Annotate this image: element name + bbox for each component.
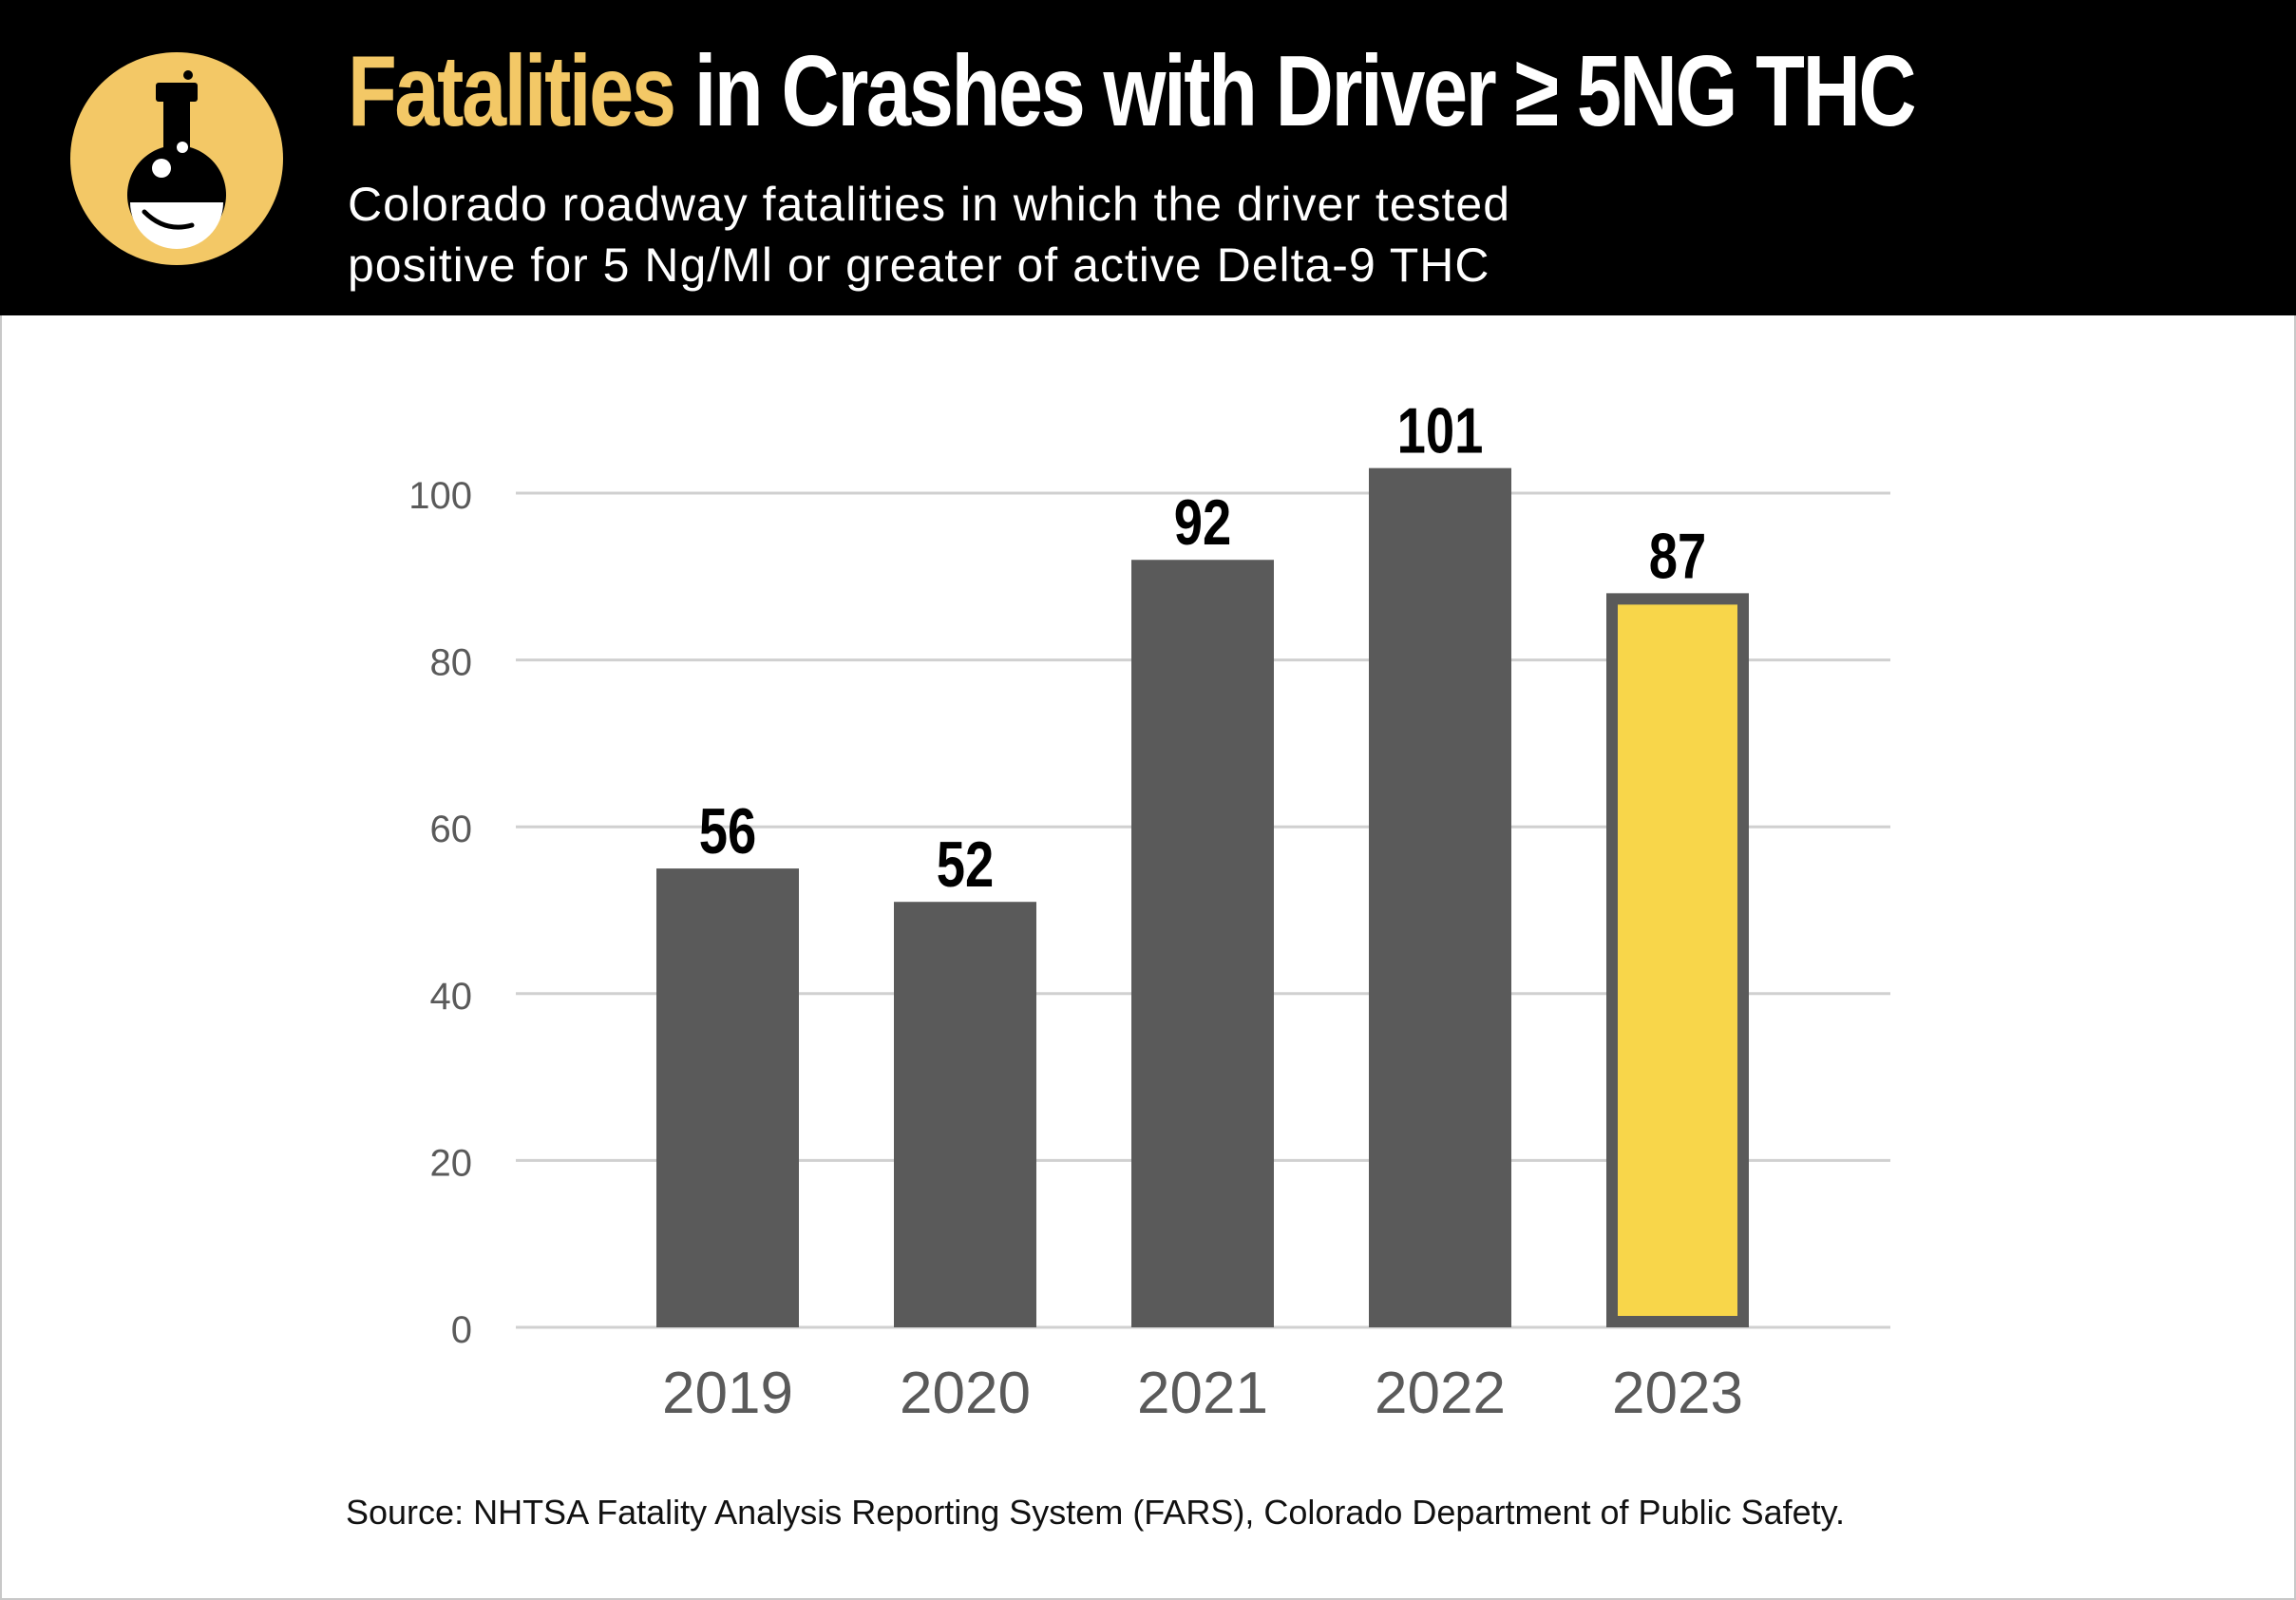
bar-2023	[1606, 593, 1749, 1327]
y-tick-label-100: 100	[408, 475, 472, 517]
y-tick-label-60: 60	[430, 809, 473, 850]
bar-2020	[894, 902, 1036, 1327]
bar-2021	[1131, 560, 1274, 1327]
chart-title: Fatalities in Crashes with Driver ≥ 5NG …	[348, 34, 1917, 148]
bar-2022	[1369, 467, 1511, 1327]
flask-icon	[70, 52, 283, 265]
y-tick-label-0: 0	[451, 1309, 472, 1351]
title-highlight: Fatalities	[348, 35, 676, 147]
y-tick-label-80: 80	[430, 642, 473, 684]
y-tick-label-40: 40	[430, 976, 473, 1018]
data-label-2022: 101	[1397, 395, 1484, 467]
x-tick-label-2019: 2019	[662, 1361, 793, 1426]
chart-subtitle: Colorado roadway fatalities in which the…	[348, 174, 2153, 295]
y-tick-label-20: 20	[430, 1142, 473, 1184]
source-note: Source: NHTSA Fatality Analysis Reportin…	[346, 1493, 1845, 1532]
x-tick-label-2020: 2020	[900, 1361, 1031, 1426]
data-label-2023: 87	[1649, 521, 1707, 593]
data-label-2019: 56	[699, 795, 757, 867]
data-label-2021: 92	[1174, 487, 1232, 560]
title-rest: in Crashes with Driver ≥ 5NG THC	[674, 35, 1917, 147]
x-tick-label-2021: 2021	[1137, 1361, 1268, 1426]
data-label-2020: 52	[937, 829, 995, 901]
header-banner: Fatalities in Crashes with Driver ≥ 5NG …	[0, 0, 2296, 315]
subtitle-line-2: positive for 5 Ng/Ml or greater of activ…	[348, 238, 1490, 292]
x-tick-label-2023: 2023	[1612, 1361, 1743, 1426]
bar-2019	[656, 868, 799, 1327]
x-tick-label-2022: 2022	[1375, 1361, 1506, 1426]
subtitle-line-1: Colorado roadway fatalities in which the…	[348, 178, 1511, 231]
